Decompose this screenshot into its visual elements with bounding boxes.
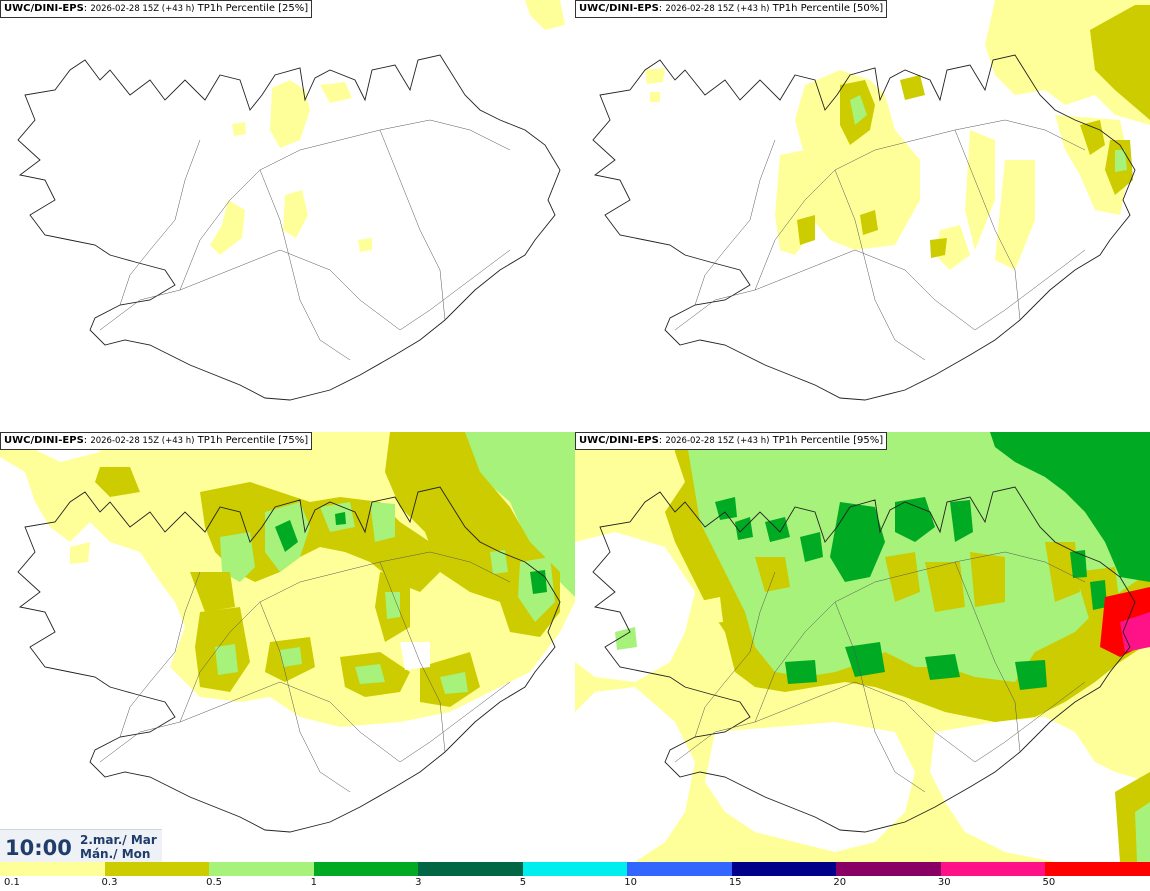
panel-title: UWC/DINI-EPS: 2026-02-28 15Z (+43 h) TP1… [0, 432, 313, 450]
run-meta: 2026-02-28 15Z (+43 h) [665, 4, 770, 14]
field-name: TP1h Percentile [75%] [197, 435, 309, 446]
valid-date-line2: Mán./ Mon [80, 847, 151, 861]
legend-swatch [940, 862, 1046, 876]
roads-rivers [674, 119, 1086, 361]
legend-tick-label: 0.3 [101, 877, 118, 888]
valid-date-line1: 2.mar./ Mar [80, 833, 157, 847]
legend-tick-label: 30 [937, 877, 951, 888]
panel-title: UWC/DINI-EPS: 2026-02-28 15Z (+43 h) TP1… [0, 0, 313, 18]
legend-swatch [836, 862, 942, 876]
panel-title: UWC/DINI-EPS: 2026-02-28 15Z (+43 h) TP1… [575, 0, 888, 18]
precip-layer [575, 432, 1150, 862]
iceland-map [592, 0, 1150, 401]
coastline [17, 486, 561, 833]
model-name: UWC/DINI-EPS [4, 3, 84, 14]
legend-swatch [627, 862, 733, 876]
run-meta: 2026-02-28 15Z (+43 h) [90, 4, 195, 14]
legend-tick-label: 10 [624, 877, 637, 888]
iceland-map [0, 432, 575, 833]
field-name: TP1h Percentile [95%] [772, 435, 884, 446]
valid-time-box: 10:00 2.mar./ Mar Mán./ Mon [0, 829, 162, 864]
roads-rivers [99, 119, 511, 361]
run-meta: 2026-02-28 15Z (+43 h) [90, 436, 195, 446]
coastline [592, 54, 1136, 401]
run-meta: 2026-02-28 15Z (+43 h) [665, 436, 770, 446]
coastline [592, 486, 1136, 833]
legend-tick-label: 15 [728, 877, 742, 888]
precip-layer [645, 0, 1150, 270]
model-name: UWC/DINI-EPS [4, 435, 84, 446]
legend-swatch [313, 862, 419, 876]
precip-layer [210, 0, 565, 255]
coastline [17, 54, 561, 401]
map-panel-p50: UWC/DINI-EPS: 2026-02-28 15Z (+43 h) TP1… [575, 0, 1150, 430]
model-name: UWC/DINI-EPS [579, 435, 659, 446]
field-name: TP1h Percentile [50%] [772, 3, 884, 14]
valid-date: 2.mar./ Mar Mán./ Mon [80, 833, 157, 861]
legend-swatch [522, 862, 628, 876]
legend-tick-label: 5 [519, 877, 527, 888]
legend-swatch [731, 862, 837, 876]
map-panel-p25: UWC/DINI-EPS: 2026-02-28 15Z (+43 h) TP1… [0, 0, 575, 430]
map-panel-p75: UWC/DINI-EPS: 2026-02-28 15Z (+43 h) TP1… [0, 432, 575, 862]
model-name: UWC/DINI-EPS [579, 3, 659, 14]
legend-tick-label: 0.1 [4, 877, 20, 888]
valid-time: 10:00 [5, 836, 72, 860]
panel-title: UWC/DINI-EPS: 2026-02-28 15Z (+43 h) TP1… [575, 432, 888, 450]
legend-tick-label: 3 [415, 877, 422, 888]
roads-rivers [674, 551, 1086, 793]
legend-swatch [0, 862, 106, 876]
legend-tick-label: 50 [1042, 877, 1056, 888]
legend-swatch [209, 862, 315, 876]
map-panel-p95: UWC/DINI-EPS: 2026-02-28 15Z (+43 h) TP1… [575, 432, 1150, 862]
legend-tick-label: 20 [833, 877, 847, 888]
legend-swatch [418, 862, 524, 876]
field-name: TP1h Percentile [25%] [197, 3, 309, 14]
iceland-map [575, 432, 1150, 862]
legend-tick-label: 0.5 [206, 877, 222, 888]
roads-rivers [99, 551, 511, 793]
precip-legend: 0.1 0.3 0.5 1 3 5 10 15 20 30 50 [0, 862, 1150, 891]
legend-swatch [1045, 862, 1150, 876]
legend-swatch [104, 862, 210, 876]
legend-tick-label: 1 [310, 877, 317, 888]
iceland-map [17, 0, 565, 401]
